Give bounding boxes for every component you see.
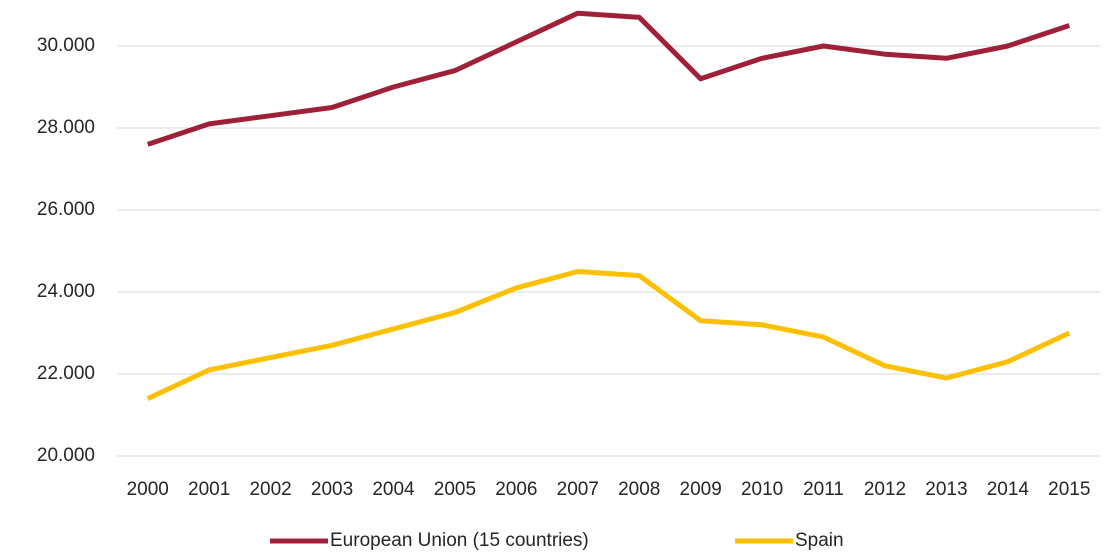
x-tick-label: 2004	[372, 479, 415, 500]
x-tick-label: 2007	[557, 479, 599, 500]
x-tick-label: 2001	[188, 479, 230, 500]
x-tick-label: 2003	[311, 479, 353, 500]
x-tick-label: 2009	[680, 479, 722, 500]
x-tick-label: 2015	[1048, 479, 1090, 500]
x-tick-label: 2013	[925, 479, 967, 500]
series-line	[146, 269, 1071, 401]
y-tick-label: 26.000	[37, 199, 95, 220]
x-tick-label: 2011	[803, 479, 844, 500]
x-tick-label: 2002	[249, 479, 291, 500]
x-tick-label: 2008	[618, 479, 660, 500]
y-tick-label: 22.000	[37, 363, 95, 384]
x-tick-label: 2012	[864, 479, 906, 500]
x-tick-label: 2005	[434, 479, 476, 500]
y-tick-label: 20.000	[37, 445, 95, 466]
y-tick-label: 30.000	[37, 35, 95, 56]
legend-label: Spain	[795, 530, 844, 551]
x-tick-label: 2010	[741, 479, 783, 500]
x-tick-label: 2006	[495, 479, 537, 500]
x-tick-label: 2000	[127, 479, 169, 500]
x-tick-label: 2014	[987, 479, 1030, 500]
series-line	[146, 10, 1071, 147]
y-tick-label: 24.000	[37, 281, 95, 302]
legend-label: European Union (15 countries)	[330, 530, 589, 551]
y-tick-label: 28.000	[37, 117, 95, 138]
